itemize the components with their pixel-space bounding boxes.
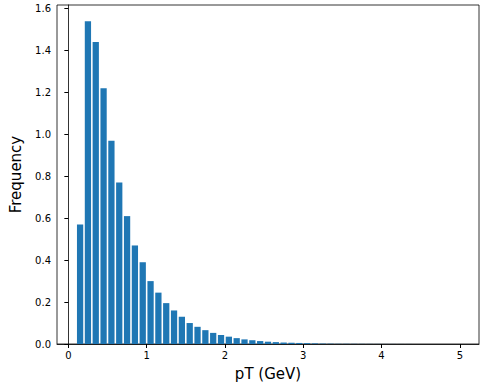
svg-text:0.4: 0.4: [35, 255, 51, 266]
svg-text:0.6: 0.6: [35, 213, 51, 224]
svg-text:4: 4: [378, 350, 384, 361]
svg-text:1: 1: [143, 350, 149, 361]
svg-text:5: 5: [457, 350, 463, 361]
svg-text:0.0: 0.0: [35, 339, 51, 350]
svg-text:pT (GeV): pT (GeV): [235, 365, 301, 383]
svg-text:0.8: 0.8: [35, 171, 51, 182]
svg-text:0: 0: [65, 350, 71, 361]
svg-text:3: 3: [300, 350, 306, 361]
svg-text:2: 2: [222, 350, 228, 361]
svg-text:1.6: 1.6: [35, 3, 51, 14]
svg-text:1.0: 1.0: [35, 129, 51, 140]
svg-text:1.4: 1.4: [35, 45, 51, 56]
svg-text:0.2: 0.2: [35, 297, 51, 308]
svg-text:Frequency: Frequency: [7, 136, 25, 214]
svg-text:1.2: 1.2: [35, 87, 51, 98]
